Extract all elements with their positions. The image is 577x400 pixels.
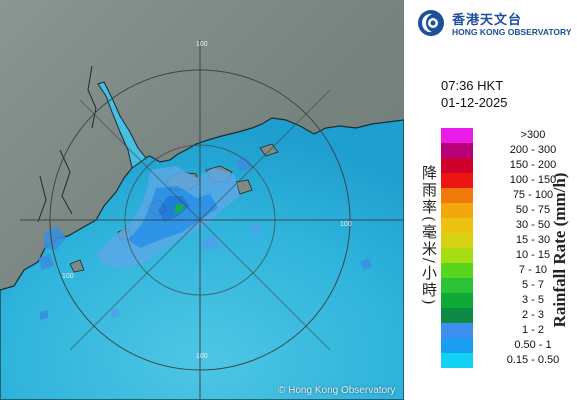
legend-row: 2 - 3 [441, 308, 577, 323]
legend-row: 7 - 10 [441, 263, 577, 278]
legend-row: 5 - 7 [441, 278, 577, 293]
date-label: 01-12-2025 [441, 95, 508, 110]
river-channel [59, 149, 73, 215]
legend-swatch [441, 143, 473, 158]
logo-chinese: 香港天文台 [452, 12, 523, 27]
legend-label: 0.15 - 0.50 [506, 354, 560, 366]
legend-label: 15 - 30 [515, 234, 551, 246]
river-channel [87, 65, 97, 129]
hko-logo: 香港天文台 HONG KONG OBSERVATORY [416, 8, 576, 42]
legend-swatch [441, 233, 473, 248]
legend-swatch [441, 353, 473, 368]
legend-swatch [441, 338, 473, 353]
legend-row: >300 [441, 128, 577, 143]
legend-title-english: Rainfall Rate (mm/h) [550, 172, 569, 328]
timestamp: 07:36 HKT 01-12-2025 [441, 77, 508, 111]
range-label-east: 100 [340, 221, 352, 228]
legend-swatch [441, 218, 473, 233]
range-label-north: 100 [196, 41, 208, 48]
legend-row: 0.50 - 1 [441, 338, 577, 353]
legend-row: 15 - 30 [441, 233, 577, 248]
legend-label: 3 - 5 [521, 294, 544, 306]
legend-label: 1 - 2 [521, 324, 544, 336]
legend-swatch [441, 263, 473, 278]
radar-map-svg: 100 100 100 100 [0, 0, 404, 400]
legend-row: 200 - 300 [441, 143, 577, 158]
range-labels: 100 100 100 100 [62, 41, 352, 360]
legend-row: 1 - 2 [441, 323, 577, 338]
copyright-credit: © Hong Kong Observatory [278, 385, 396, 396]
hko-logo-icon [418, 10, 444, 36]
legend-row: 100 - 150 [441, 173, 577, 188]
legend-label: 2 - 3 [521, 309, 544, 321]
legend-label: 150 - 200 [509, 159, 557, 171]
legend-label: 5 - 7 [521, 279, 544, 291]
legend-label: 10 - 15 [515, 249, 551, 261]
legend-title-chinese: 降雨率(毫米/小時) [420, 165, 438, 307]
legend-swatch [441, 173, 473, 188]
legend-swatch [441, 308, 473, 323]
legend-row: 50 - 75 [441, 203, 577, 218]
time-label: 07:36 HKT [441, 78, 504, 93]
legend-row: 150 - 200 [441, 158, 577, 173]
legend-row: 75 - 100 [441, 188, 577, 203]
legend-label: >300 [520, 129, 546, 141]
legend-swatch [441, 293, 473, 308]
legend-label: 0.50 - 1 [514, 339, 552, 351]
range-rings [20, 40, 404, 400]
legend-label: 100 - 150 [509, 174, 557, 186]
legend-swatch [441, 188, 473, 203]
river-estuary [97, 81, 147, 169]
legend-label: 50 - 75 [515, 204, 551, 216]
legend-label: 30 - 50 [515, 219, 551, 231]
range-label-south: 100 [196, 353, 208, 360]
legend-row: 30 - 50 [441, 218, 577, 233]
legend-swatch [441, 203, 473, 218]
rainfall-scale: >300 200 - 300 150 - 200 100 - 150 75 - 100 5… [441, 128, 577, 368]
rain-echoes [38, 156, 372, 320]
legend-label: 200 - 300 [509, 144, 557, 156]
legend-panel: 香港天文台 HONG KONG OBSERVATORY 07:36 HKT 01… [404, 0, 577, 400]
legend-swatch [441, 128, 473, 143]
legend-swatch [441, 323, 473, 338]
range-label-west: 100 [62, 273, 74, 280]
radar-map: 100 100 100 100 © Hong Kong Observatory [0, 0, 404, 400]
logo-english: HONG KONG OBSERVATORY [452, 27, 572, 37]
legend-label: 75 - 100 [512, 189, 554, 201]
legend-row: 0.15 - 0.50 [441, 353, 577, 368]
legend-swatch [441, 158, 473, 173]
legend-row: 3 - 5 [441, 293, 577, 308]
legend-swatch [441, 248, 473, 263]
legend-label: 7 - 10 [518, 264, 548, 276]
legend-swatch [441, 278, 473, 293]
legend-row: 10 - 15 [441, 248, 577, 263]
river-channel [37, 175, 47, 223]
